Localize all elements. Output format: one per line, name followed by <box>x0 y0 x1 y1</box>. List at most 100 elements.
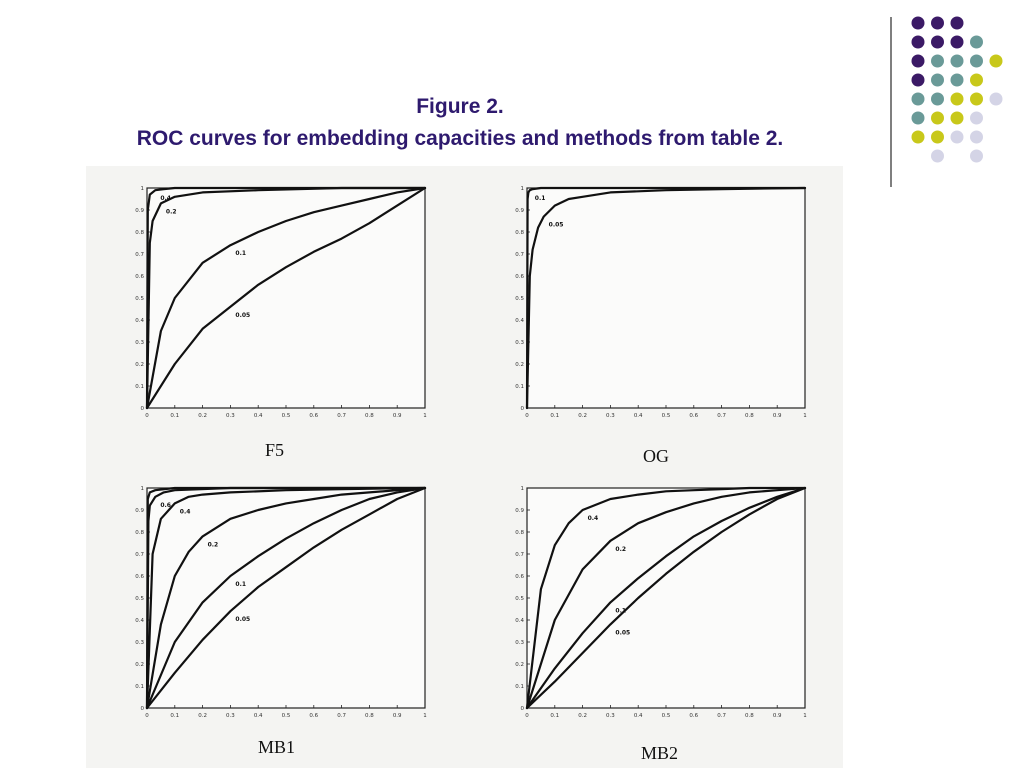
roc-chart-og: 0 0.1 0.2 0.3 0.4 0.5 0.6 0.7 0.8 0.9 1 0 0.1 0.2 0.3 0… <box>515 186 807 419</box>
y-tick-label: 0.7 <box>515 552 524 558</box>
x-tick-label: 0.5 <box>662 713 671 719</box>
x-tick-label: 1 <box>803 413 807 419</box>
y-tick-label: 0.9 <box>515 508 524 514</box>
dot-purple <box>911 73 925 87</box>
y-tick-label: 0.6 <box>515 574 524 580</box>
x-tick-label: 0.7 <box>717 413 726 419</box>
x-tick-label: 0 <box>525 413 529 419</box>
x-tick-label: 0.1 <box>550 713 559 719</box>
plot-frame <box>146 187 426 409</box>
y-tick-label: 0.8 <box>135 230 144 236</box>
x-tick-label: 0.8 <box>745 413 754 419</box>
x-tick-label: 0.5 <box>662 413 671 419</box>
x-tick-label: 0.2 <box>198 413 207 419</box>
x-tick-label: 0.1 <box>550 413 559 419</box>
curve-label: 0.4 <box>160 195 171 202</box>
dot-purple <box>950 35 964 49</box>
y-tick-label: 0 <box>521 706 525 712</box>
roc-curve-0.1 <box>525 486 807 710</box>
chart-caption-og: OG <box>643 446 669 466</box>
dot-purple <box>911 16 925 30</box>
x-tick-label: 0.1 <box>170 413 179 419</box>
x-tick-label: 0.5 <box>282 413 291 419</box>
dot-teal <box>970 35 983 49</box>
plot-frame <box>526 187 806 409</box>
roc-curve-0.4 <box>525 486 807 710</box>
dot-teal <box>931 54 944 68</box>
x-tick-label: 1 <box>423 413 427 419</box>
roc-chart-f5: 0 0.1 0.2 0.3 0.4 0.5 0.6 0.7 0.8 0.9 1 0 0.1 0.2 0.3 0… <box>135 186 427 419</box>
y-tick-label: 0.6 <box>515 274 524 280</box>
y-tick-label: 0.5 <box>515 596 524 602</box>
x-tick-label: 0.4 <box>634 413 643 419</box>
y-tick-label: 0.8 <box>135 530 144 536</box>
roc-curve-0.05 <box>145 186 427 410</box>
y-tick-label: 0.6 <box>135 574 144 580</box>
x-tick-label: 0.2 <box>578 713 587 719</box>
roc-curve-0.2 <box>145 186 427 410</box>
x-tick-label: 0.9 <box>393 713 402 719</box>
dot-yellow <box>931 130 944 144</box>
y-tick-label: 0.2 <box>515 362 524 368</box>
x-tick-label: 0.3 <box>606 413 615 419</box>
y-tick-label: 0.5 <box>135 296 144 302</box>
dot-teal <box>970 54 983 68</box>
y-tick-label: 0.9 <box>515 208 524 214</box>
x-tick-label: 0.9 <box>773 413 782 419</box>
roc-curve-0.2 <box>145 486 427 710</box>
curve-label: 0.05 <box>235 312 250 319</box>
curve-label: 0.1 <box>535 195 546 202</box>
dot-yellow <box>970 73 983 87</box>
dot-teal <box>950 73 964 87</box>
x-tick-label: 0.6 <box>309 713 318 719</box>
x-tick-label: 0.3 <box>606 713 615 719</box>
y-tick-label: 0.4 <box>135 618 144 624</box>
y-tick-label: 1 <box>141 186 145 192</box>
plot-frame <box>146 487 426 709</box>
x-tick-label: 0.9 <box>393 413 402 419</box>
dot-teal <box>911 111 925 125</box>
x-tick-label: 0.6 <box>689 413 698 419</box>
roc-curve-0.1 <box>145 186 427 410</box>
x-tick-label: 0.1 <box>170 713 179 719</box>
y-tick-label: 1 <box>521 186 525 192</box>
plot-frame <box>526 487 806 709</box>
roc-curve-0.2 <box>525 486 807 710</box>
y-tick-label: 0.3 <box>135 640 144 646</box>
dot-yellow <box>931 111 944 125</box>
x-tick-label: 0.2 <box>198 713 207 719</box>
roc-curve-0.4 <box>145 186 427 410</box>
y-tick-label: 0.7 <box>135 552 144 558</box>
y-tick-label: 0.3 <box>135 340 144 346</box>
dot-lavender <box>970 130 983 144</box>
roc-curve-0.1 <box>145 486 427 710</box>
y-tick-label: 0.2 <box>515 662 524 668</box>
curve-label: 0.05 <box>549 222 564 229</box>
y-tick-label: 0.4 <box>515 318 524 324</box>
dot-lavender <box>950 130 964 144</box>
x-tick-label: 0.4 <box>254 413 263 419</box>
curve-label: 0.6 <box>160 502 171 509</box>
dot-lavender <box>989 92 1003 106</box>
x-tick-label: 0.8 <box>365 713 374 719</box>
curve-label: 0.1 <box>235 581 246 588</box>
y-tick-label: 0.7 <box>135 252 144 258</box>
x-tick-label: 0.4 <box>634 713 643 719</box>
curve-label: 0.2 <box>615 546 626 553</box>
y-tick-label: 1 <box>141 486 145 492</box>
dot-yellow <box>950 111 964 125</box>
y-tick-label: 0.6 <box>135 274 144 280</box>
roc-curve-0.05 <box>145 486 427 710</box>
y-tick-label: 0.8 <box>515 530 524 536</box>
dot-lavender <box>970 149 983 163</box>
x-tick-label: 0.6 <box>309 413 318 419</box>
curve-label: 0.1 <box>235 250 246 257</box>
x-tick-label: 0.3 <box>226 713 235 719</box>
y-tick-label: 0.1 <box>515 384 524 390</box>
y-tick-label: 0.5 <box>515 296 524 302</box>
x-tick-label: 0 <box>145 713 149 719</box>
y-tick-label: 0.5 <box>135 596 144 602</box>
y-tick-label: 0.4 <box>135 318 144 324</box>
dot-purple <box>950 16 964 30</box>
y-tick-label: 0.2 <box>135 362 144 368</box>
